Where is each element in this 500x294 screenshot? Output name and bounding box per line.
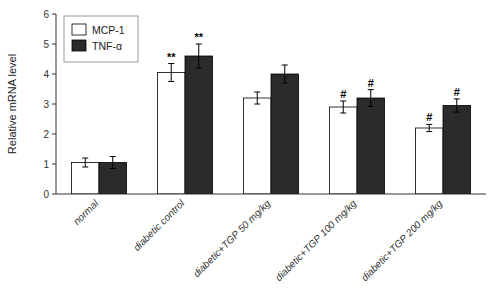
error-stem [85, 158, 86, 167]
error-cap [196, 68, 202, 69]
error-cap [254, 104, 260, 105]
error-stem [257, 92, 258, 104]
bar [415, 128, 443, 194]
annotation: # [426, 111, 432, 123]
y-axis-label: Relative mRNA level [6, 54, 18, 154]
error-cap [254, 92, 260, 93]
bar [329, 107, 357, 194]
error-cap [82, 158, 88, 159]
error-bar [196, 44, 202, 68]
x-tick-label: diabetic+TGP 200 mg/kg [359, 197, 445, 283]
bar [243, 98, 271, 194]
bar [157, 73, 185, 195]
error-cap [340, 101, 346, 102]
annotation: ** [194, 31, 203, 43]
annotation: # [368, 77, 374, 89]
error-cap [454, 98, 460, 99]
error-cap [168, 81, 174, 82]
x-tick-label: diabetic+TGP 100 mg/kg [273, 197, 359, 283]
y-tick-label: 3 [43, 99, 49, 110]
error-bar [368, 90, 374, 107]
y-tick-label: 6 [43, 9, 49, 20]
legend-label: TNF-α [92, 40, 122, 52]
plot-area [71, 44, 470, 194]
error-stem [370, 90, 371, 107]
error-bar [82, 158, 88, 167]
legend: MCP-1 TNF-α [64, 16, 138, 62]
error-stem [284, 65, 285, 83]
x-tick-label: diabetic control [131, 197, 187, 253]
error-cap [110, 156, 116, 157]
error-cap [110, 168, 116, 169]
error-bar [340, 101, 346, 113]
bar [357, 98, 385, 194]
error-cap [282, 65, 288, 66]
y-tick-label: 5 [43, 39, 49, 50]
y-tick-label: 1 [43, 159, 49, 170]
annotation: # [454, 86, 460, 98]
annotation: ** [167, 51, 176, 63]
error-cap [82, 167, 88, 168]
y-tick [52, 164, 56, 165]
error-bar [110, 157, 116, 169]
bar [443, 106, 471, 195]
y-tick [52, 74, 56, 75]
error-bar [426, 124, 432, 131]
legend-swatch [72, 24, 86, 35]
legend-swatch [72, 40, 86, 51]
x-tick-label: normal [71, 197, 101, 227]
y-tick [52, 44, 56, 45]
y-tick-label: 0 [43, 189, 49, 200]
error-stem [429, 124, 430, 131]
annotation: # [340, 88, 346, 100]
error-cap [368, 89, 374, 90]
error-cap [282, 83, 288, 84]
chart: 0 1 2 3 4 5 6 Relative mRNA level normal diabetic… [0, 0, 500, 294]
error-bar [254, 92, 260, 104]
y-tick [52, 104, 56, 105]
y-tick [52, 14, 56, 15]
error-stem [171, 64, 172, 82]
y-tick [52, 134, 56, 135]
legend-label: MCP-1 [92, 24, 125, 36]
y-tick [52, 194, 56, 195]
error-bar [454, 99, 460, 112]
bar [185, 56, 213, 194]
error-cap [368, 106, 374, 107]
y-tick-label: 4 [43, 69, 49, 80]
error-stem [343, 101, 344, 113]
error-stem [198, 44, 199, 68]
bar [271, 74, 299, 194]
error-bar [282, 65, 288, 83]
error-cap [340, 113, 346, 114]
bar [71, 163, 99, 195]
x-tick-label: diabetic+TGP 50 mg/kg [191, 197, 273, 279]
error-cap [454, 112, 460, 113]
error-bar [168, 64, 174, 82]
error-stem [112, 157, 113, 169]
error-cap [196, 44, 202, 45]
y-axis [56, 14, 57, 194]
error-cap [426, 124, 432, 125]
legend-box [64, 16, 138, 62]
y-tick-label: 2 [43, 129, 49, 140]
error-cap [426, 131, 432, 132]
error-cap [168, 63, 174, 64]
error-stem [456, 99, 457, 112]
x-axis [56, 194, 486, 195]
